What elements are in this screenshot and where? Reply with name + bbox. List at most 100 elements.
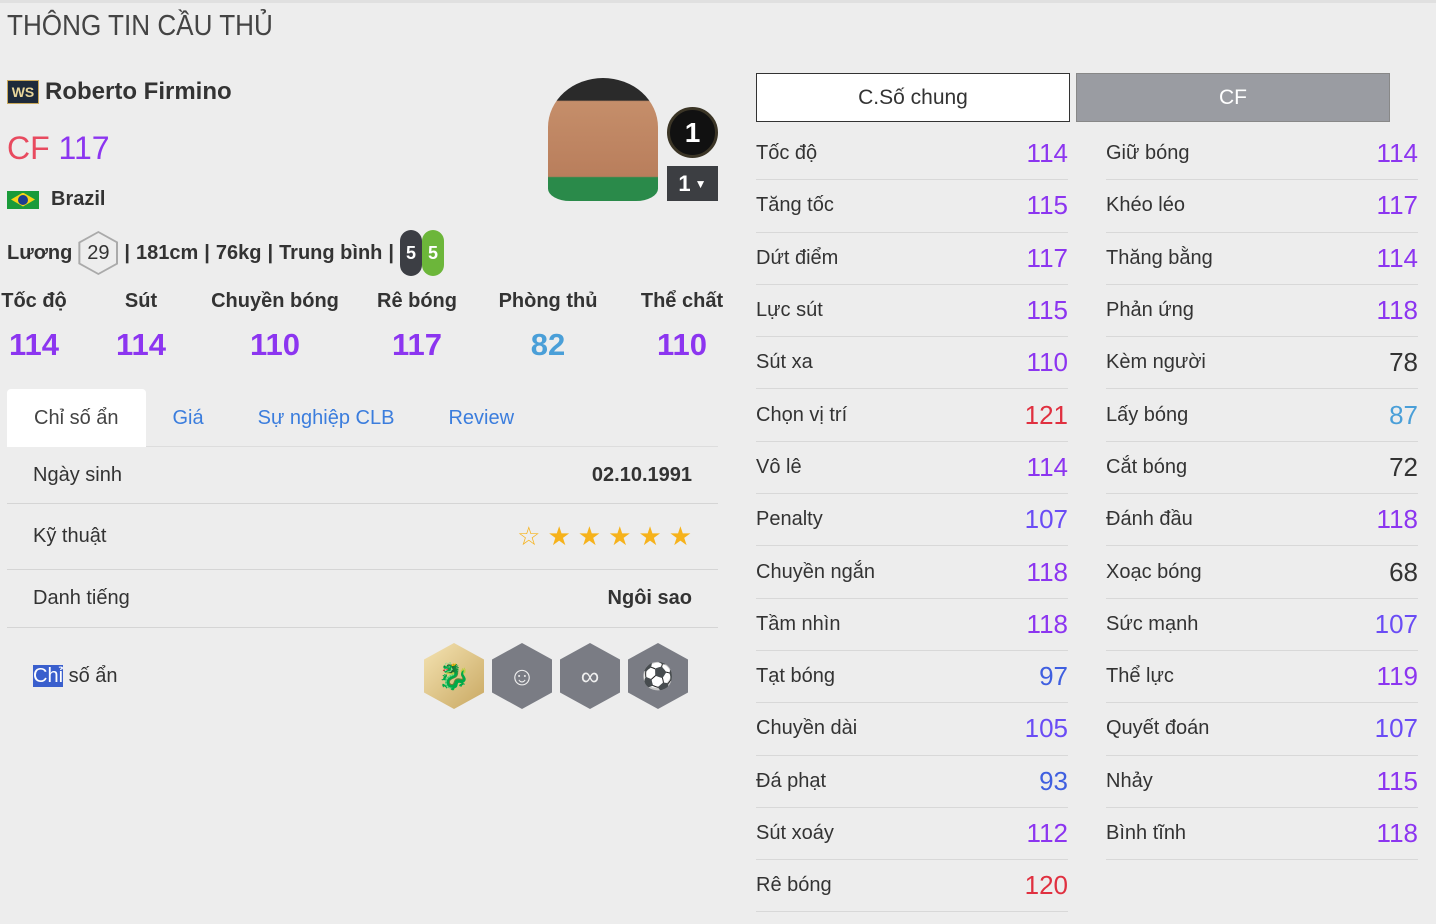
summary-stat: Phòng thủ 82 [499,290,598,363]
stat-row: Đá phạt 93 [756,756,1068,808]
level-select[interactable]: 1 ▼ [667,166,718,201]
summary-value: 114 [115,327,167,362]
stat-value: 119 [1376,661,1418,692]
summary-stat: Chuyền bóng 110 [211,290,339,363]
tab[interactable]: Giá [172,406,204,429]
stat-value: 118 [1376,295,1418,326]
stat-row: Cắt bóng 72 [1106,442,1418,495]
stat-row: Giữ bóng 114 [1106,128,1418,181]
weight: 76kg [215,241,262,264]
level-select-value: 1 [678,170,691,196]
summary-stat: Thể chất 110 [641,290,723,363]
stat-value: 93 [1039,765,1068,796]
stat-row: Vô lê 114 [756,442,1068,495]
stat-label: Chuyền dài [756,717,858,740]
stat-label: Tăng tốc [756,194,834,217]
sep: | [124,241,130,264]
stat-value: 87 [1389,399,1418,430]
stat-mode-buttons: C.Số chung CF [756,73,1390,122]
stat-value: 118 [1376,818,1418,848]
right-foot-icon: 5 [421,230,444,276]
stat-label: Penalty [756,508,823,531]
stat-label: Đánh đầu [1106,508,1193,531]
knuckle-shot-icon[interactable]: ⚽ [628,643,688,709]
stat-label: Lấy bóng [1106,403,1189,426]
summary-stat: Rê bóng 117 [377,290,457,363]
stat-label: Kèm người [1106,351,1206,374]
skill-row: Kỹ thuật ☆ ★ ★ ★ ★ ★ [7,504,718,570]
body-type: Trung bình [279,241,383,264]
level-badge: 1 [667,107,718,158]
stats-left: Tốc độ 114 Tăng tốc 115 Dứt điểm 117 Lực sút 11… [756,128,1068,913]
stat-row: Nhảy 115 [1106,756,1418,808]
stat-value: 114 [1026,451,1068,482]
stat-value: 115 [1026,295,1068,326]
salary-label: Lương [7,241,73,264]
stat-row: Tốc độ 114 [756,128,1068,181]
reputation-row: Danh tiếng Ngôi sao [7,570,718,628]
stat-row: Tầm nhìn 118 [756,599,1068,651]
star-icon: ★ [577,521,602,551]
summary-value: 110 [656,327,707,362]
stat-row: Chuyền ngắn 118 [756,546,1068,599]
dragon-dribble-icon[interactable]: 🐉 [424,643,484,709]
stat-value: 107 [1024,504,1068,535]
hidden-traits-label: Chỉ số ẩn [33,664,118,688]
star-icon: ★ [668,521,692,551]
stat-value: 117 [1376,190,1418,221]
summary-label: Chuyền bóng [211,290,339,312]
salary-hex: 29 [78,231,119,275]
stat-row: Rê bóng 120 [756,860,1068,913]
stat-value: 114 [1026,138,1068,169]
stat-value: 118 [1026,556,1068,587]
stat-label: Tốc độ [756,142,818,165]
tabs: Chỉ số ẩn Giá Sự nghiệp CLB Review [7,389,718,447]
position: CF [7,130,50,166]
position-rating: CF 117 [7,130,110,167]
stat-value: 107 [1374,713,1418,744]
infinity-arrows-icon[interactable]: ∞ [560,643,620,709]
stat-row: Đánh đầu 118 [1106,494,1418,547]
stat-value: 112 [1026,818,1068,848]
position-stats-button[interactable]: CF [1076,73,1390,122]
summary-label: Tốc độ [1,290,67,312]
birth-value: 02.10.1991 [591,463,692,486]
stat-label: Sút xa [756,351,813,374]
stat-label: Giữ bóng [1106,142,1190,165]
player-name: WS Roberto Firmino [7,78,232,106]
stat-value: 114 [1376,138,1418,169]
stat-label: Thăng bằng [1106,246,1213,269]
stat-value: 78 [1389,347,1418,378]
stat-label: Sức mạnh [1106,612,1199,635]
stat-label: Lực sút [756,299,823,322]
stat-row: Dứt điểm 117 [756,233,1068,285]
hair-head-icon[interactable]: ☺ [492,643,552,709]
summary-label: Phòng thủ [498,290,598,312]
general-stats-button[interactable]: C.Số chung [756,73,1070,122]
stat-row: Penalty 107 [756,494,1068,547]
caret-down-icon: ▼ [694,176,707,191]
stat-value: 117 [1026,242,1068,273]
stat-label: Cắt bóng [1106,455,1188,478]
stat-label: Rê bóng [756,874,832,897]
stat-value: 72 [1389,451,1418,482]
stat-label: Chuyền ngắn [756,560,875,583]
stat-row: Quyết đoán 107 [1106,703,1418,756]
stat-row: Thăng bằng 114 [1106,233,1418,285]
birth-label: Ngày sinh [33,463,122,486]
star-icon: ★ [638,521,662,551]
stat-label: Khéo léo [1106,194,1185,217]
tab[interactable]: Sự nghiệp CLB [257,406,395,429]
height: 181cm [135,241,199,264]
stat-label: Tạt bóng [756,665,835,688]
stat-label: Đá phạt [756,769,827,792]
stat-row: Sức mạnh 107 [1106,599,1418,651]
nation-name: Brazil [51,188,106,210]
tab[interactable]: Chỉ số ẩn [7,389,146,447]
stat-row: Tạt bóng 97 [756,651,1068,704]
summary-value: 110 [249,327,301,362]
tab[interactable]: Review [448,406,515,429]
stat-row: Xoạc bóng 68 [1106,546,1418,599]
summary-label: Thể chất [640,290,724,312]
